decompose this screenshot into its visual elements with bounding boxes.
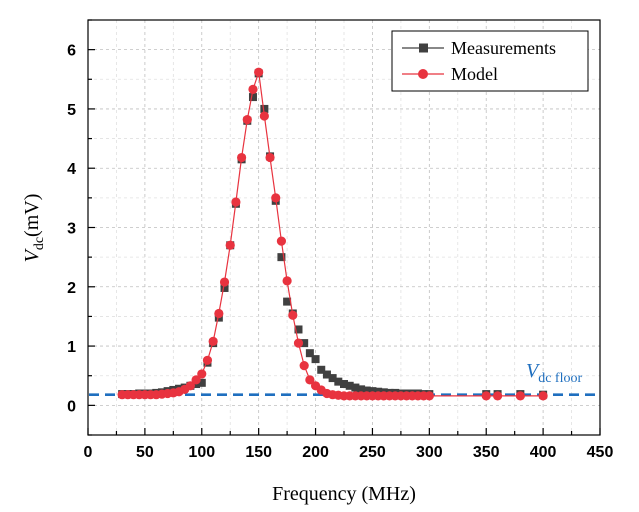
measurements-point xyxy=(345,381,354,390)
measurements-point xyxy=(351,383,360,392)
measurements-point xyxy=(283,297,292,306)
measurements-point xyxy=(317,365,326,374)
model-point xyxy=(481,391,491,401)
model-point xyxy=(202,355,213,365)
x-tick-label: 100 xyxy=(188,444,215,461)
model-point xyxy=(185,381,195,391)
model-point xyxy=(271,193,281,203)
x-tick-label: 0 xyxy=(84,444,93,461)
model-point xyxy=(305,375,315,385)
model-point xyxy=(214,308,224,319)
x-tick-label: 50 xyxy=(136,444,154,461)
vdc-floor-label-sub: dc floor xyxy=(538,371,582,386)
y-axis-title-main: V xyxy=(21,247,43,262)
model-point xyxy=(225,240,235,250)
measurements-point xyxy=(362,386,371,395)
measurements-point xyxy=(260,104,269,113)
measurements-point xyxy=(220,283,229,292)
x-tick-label: 300 xyxy=(416,444,443,461)
y-tick-label: 6 xyxy=(67,43,76,60)
measurements-point xyxy=(328,374,337,383)
x-tick-label: 350 xyxy=(473,444,500,461)
legend-marker-model xyxy=(418,69,428,79)
model-point xyxy=(242,115,252,125)
measurements-point xyxy=(334,377,343,386)
measurements-point xyxy=(322,370,331,379)
model-point xyxy=(265,152,275,163)
x-tick-label: 200 xyxy=(302,444,329,461)
measurements-point xyxy=(340,380,348,389)
y-tick-label: 3 xyxy=(67,221,76,238)
model-point xyxy=(493,391,503,401)
measurements-point xyxy=(300,339,309,348)
x-axis-title: Frequency (MHz) xyxy=(272,483,416,505)
measurements-point xyxy=(357,385,366,394)
model-point xyxy=(282,276,292,286)
measurements-point xyxy=(311,355,320,364)
measurements-point xyxy=(368,387,377,396)
legend-marker-measurements xyxy=(419,43,428,53)
model-point xyxy=(293,338,304,348)
model-point xyxy=(191,375,201,385)
x-tick-label: 450 xyxy=(587,444,614,461)
model-point xyxy=(197,369,207,379)
measurements-point xyxy=(294,325,303,334)
x-tick-label: 250 xyxy=(359,444,386,461)
series-group xyxy=(117,67,548,401)
legend-label-measurements: Measurements xyxy=(451,38,556,58)
model-point xyxy=(515,391,525,401)
measurements-point xyxy=(248,93,257,102)
measurements-point xyxy=(197,378,206,387)
model-point xyxy=(208,336,218,346)
model-point xyxy=(237,152,247,163)
measurements-point xyxy=(305,349,314,358)
legend-box xyxy=(391,30,589,92)
x-tick-label: 150 xyxy=(245,444,272,461)
model-point xyxy=(538,391,548,401)
model-point xyxy=(254,67,264,77)
model-point xyxy=(219,277,230,287)
model-point xyxy=(248,84,258,94)
legend-label-model: Model xyxy=(451,64,498,84)
model-point xyxy=(288,310,298,320)
legend: Measurements Model xyxy=(391,30,589,92)
y-tick-label: 5 xyxy=(67,102,76,119)
model-line xyxy=(122,72,544,397)
y-tick-label: 4 xyxy=(67,161,76,178)
model-point xyxy=(259,111,269,121)
y-tick-label: 2 xyxy=(67,280,76,297)
model-point xyxy=(231,197,241,207)
y-axis-title: Vdc(mV) xyxy=(21,194,47,263)
y-axis-title-unit: (mV) xyxy=(21,194,43,237)
model-point xyxy=(276,236,287,246)
measurements-point xyxy=(277,253,286,262)
vdc-floor-label: Vdc floor xyxy=(526,360,582,386)
model-point xyxy=(424,391,434,401)
y-tick-label: 0 xyxy=(67,398,76,415)
axes: 0 50 100 150 200 250 300 350 400 450 0 1 2 3 4 5 6 xyxy=(67,19,614,461)
model-point xyxy=(299,361,309,371)
vdc-floor-label-main: V xyxy=(526,360,541,382)
y-tick-label: 1 xyxy=(67,339,76,356)
x-tick-label: 400 xyxy=(530,444,557,461)
y-axis-title-sub: dc xyxy=(32,237,47,250)
